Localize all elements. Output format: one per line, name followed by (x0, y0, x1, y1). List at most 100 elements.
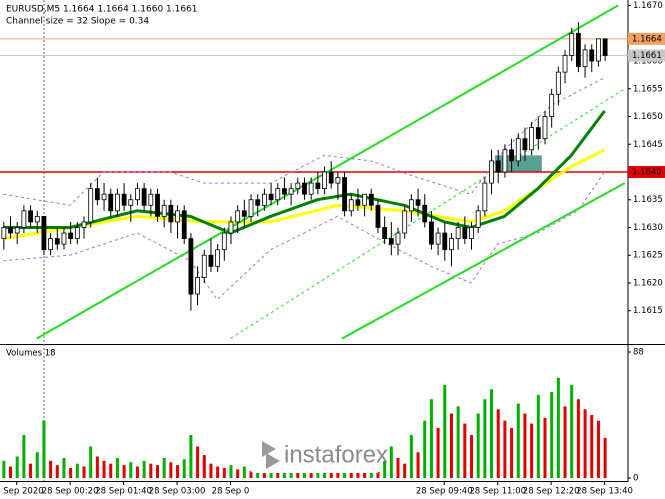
chart-title: EURUSD,M5 1.1664 1.1664 1.1660 1.1661 (6, 5, 198, 15)
volume-bar (476, 413, 480, 478)
candle-body (115, 193, 120, 212)
candle-body (602, 38, 608, 56)
volume-bar (15, 456, 19, 478)
x-tick-label: 28 Sep 00:20 (42, 487, 99, 497)
y-tick-label: 1.1635 (633, 195, 663, 205)
volume-bar (49, 460, 53, 478)
candle-body (155, 193, 160, 217)
volume-bar (249, 470, 253, 478)
volume-bar (429, 399, 433, 478)
candle-body (375, 204, 381, 228)
candle-body (469, 227, 474, 239)
volume-bar (182, 459, 186, 478)
watermark-text: instaforex (284, 441, 388, 468)
volume-bar (189, 435, 193, 478)
candle-body (81, 221, 87, 228)
candle-body (495, 160, 501, 173)
candle-body (596, 38, 601, 62)
volume-bar (403, 463, 407, 478)
candle-body (355, 199, 361, 206)
candle-body (575, 32, 581, 67)
volume-bar (556, 377, 560, 478)
level-box (628, 166, 665, 178)
x-tick-label: 28 Sep 0 (212, 487, 250, 497)
candle-body (542, 116, 548, 140)
volume-bar (470, 435, 473, 478)
volume-bar (29, 463, 33, 478)
candle-body (362, 193, 368, 206)
volume-bar (242, 466, 246, 478)
candle-body (101, 193, 107, 201)
volume-bar (570, 384, 574, 478)
volume-bar (590, 415, 594, 478)
candle-body (429, 221, 434, 245)
candle-body (395, 232, 401, 245)
candle-body (348, 199, 354, 212)
candle-body (535, 127, 541, 140)
candle-body (282, 188, 287, 195)
candle-body (215, 249, 221, 267)
volume-bar (115, 457, 119, 478)
y-tick-label: 1.1615 (633, 306, 663, 316)
candle-body (268, 193, 274, 201)
candle-body (308, 182, 314, 195)
volume-bar (109, 463, 113, 478)
y-tick-label: 1.1630 (633, 223, 663, 233)
volume-bar (62, 457, 66, 478)
y-tick-label: 1.1650 (633, 112, 663, 122)
volume-bar (69, 467, 73, 478)
candle-body (195, 277, 200, 295)
volume-bar (463, 423, 467, 478)
volume-bar (2, 460, 6, 478)
candle-body (435, 232, 441, 245)
candle-body (255, 199, 261, 206)
watermark: instaforex (250, 437, 388, 473)
indicator-line (36, 4, 619, 340)
candle-body (549, 93, 555, 117)
candle-body (1, 227, 7, 239)
candle-body (415, 199, 421, 206)
candle-body (408, 199, 414, 212)
candle-body (121, 193, 127, 206)
candle-body (261, 193, 267, 206)
candle-body (555, 71, 561, 95)
candle-body (295, 182, 301, 190)
candle-body (502, 149, 508, 173)
volume-bar (396, 457, 400, 478)
candle-body (94, 188, 100, 201)
volume-bar (389, 446, 393, 478)
volume-bar (135, 466, 139, 478)
candle-body (368, 193, 374, 206)
x-tick-label: 28 Sep 01:40 (95, 487, 152, 497)
volume-bar (516, 403, 520, 478)
volume-bar (142, 460, 146, 478)
candle-body (88, 188, 94, 223)
volume-bar (102, 460, 106, 478)
price-plot (0, 4, 628, 340)
candle-body (462, 227, 468, 239)
candle-body (562, 55, 568, 73)
volume-bar (416, 452, 420, 478)
level-label: 1.1664 (632, 34, 662, 44)
candle-body (181, 210, 187, 239)
volume-tick-label: 88 (633, 348, 644, 358)
x-tick-label: 25 Sep 2020 (0, 487, 44, 497)
volume-bar (89, 446, 93, 478)
volume-bar (42, 420, 46, 478)
candle-body (489, 160, 494, 184)
volume-bar (229, 465, 233, 478)
volume-bar (490, 389, 494, 478)
volume-bar (483, 399, 487, 478)
volume-bar (222, 467, 226, 478)
candle-body (135, 188, 140, 201)
volume-bar (456, 406, 460, 478)
y-tick-label: 1.1655 (633, 84, 663, 94)
candle-body (74, 227, 80, 239)
candle-body (449, 238, 454, 251)
volume-bar (82, 466, 86, 478)
candle-body (61, 232, 67, 245)
volume-bar (122, 465, 126, 478)
candle-body (8, 227, 13, 234)
